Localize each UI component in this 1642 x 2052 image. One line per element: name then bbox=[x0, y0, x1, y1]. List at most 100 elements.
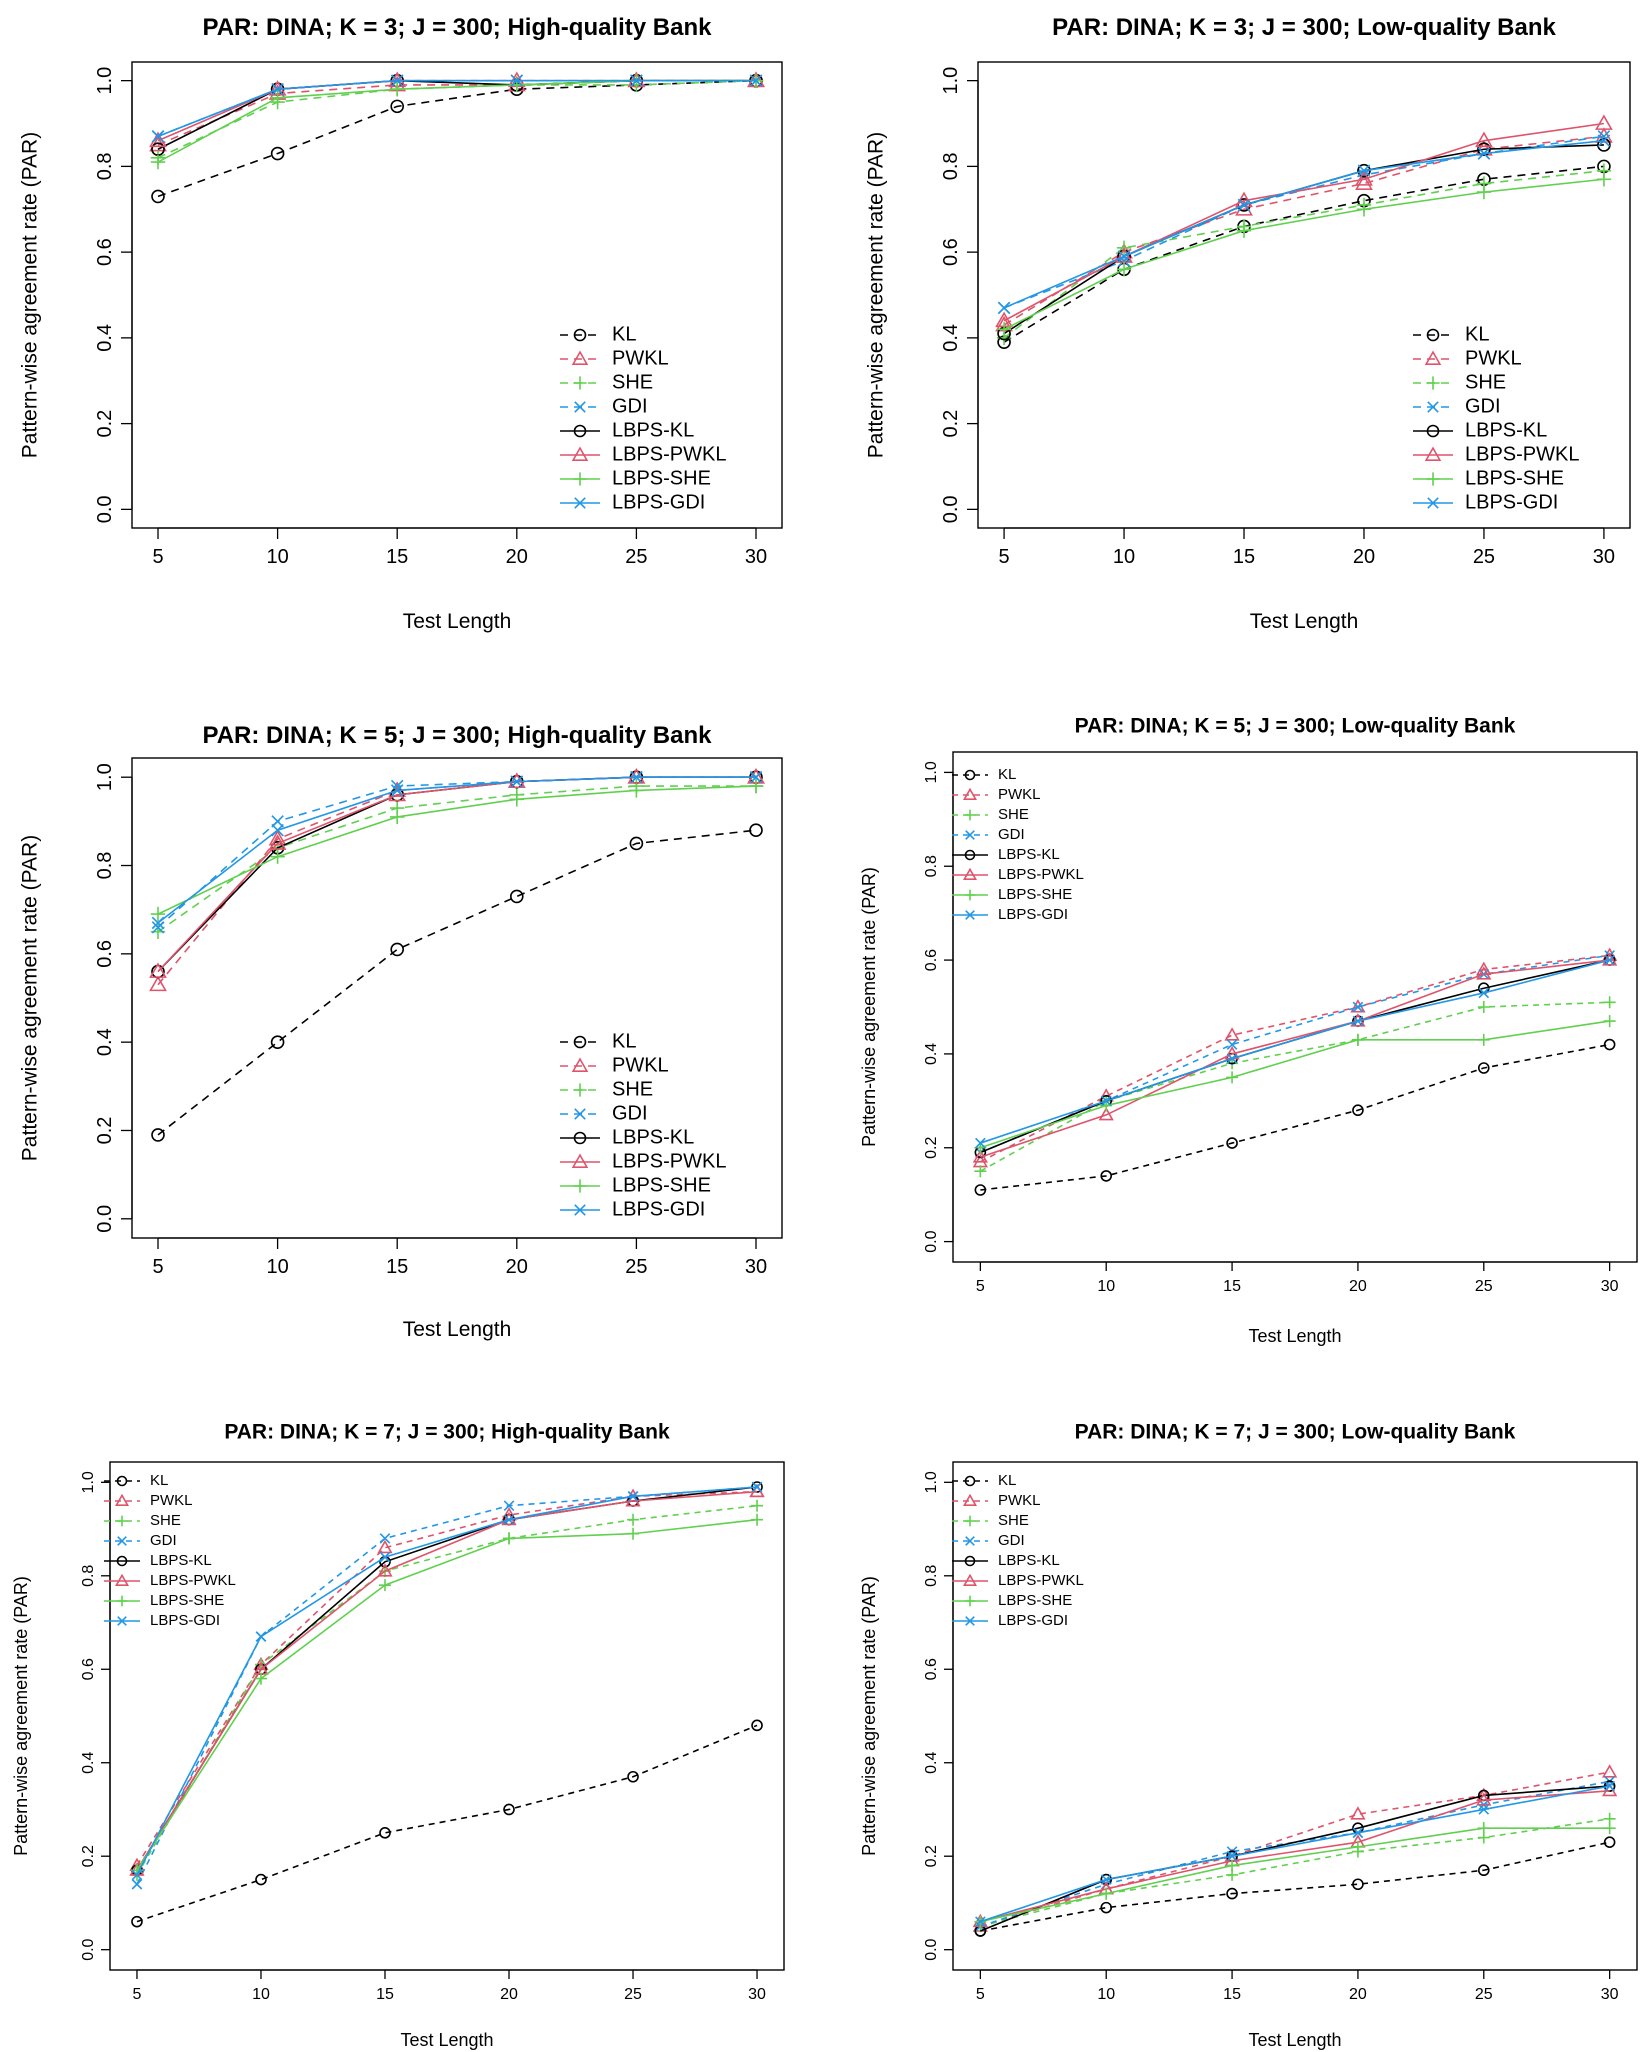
legend-label: LBPS-SHE bbox=[150, 1592, 224, 1609]
data-point bbox=[629, 836, 644, 851]
data-point bbox=[1477, 1001, 1490, 1013]
chart-panel-6: PAR: DINA; K = 7; J = 300; Low-quality B… bbox=[859, 1420, 1638, 2050]
data-point bbox=[1357, 164, 1371, 177]
data-point bbox=[1100, 1170, 1113, 1182]
legend-marker bbox=[117, 1536, 127, 1546]
x-tick-label: 20 bbox=[500, 1986, 518, 2003]
data-point bbox=[1226, 1850, 1238, 1862]
chart-title: PAR: DINA; K = 5; J = 300; High-quality … bbox=[203, 722, 713, 749]
series-lbps-kl bbox=[131, 1481, 763, 1877]
data-point bbox=[1117, 250, 1131, 263]
legend-label: KL bbox=[998, 1472, 1016, 1489]
y-tick-label: 0.0 bbox=[94, 495, 116, 523]
series-lbps-gdi bbox=[975, 954, 1615, 1149]
legend-item: LBPS-KL bbox=[952, 846, 1060, 863]
series-lbps-she bbox=[974, 1822, 1616, 1928]
legend-label: LBPS-GDI bbox=[998, 1612, 1068, 1629]
data-point bbox=[1603, 1836, 1616, 1848]
data-point bbox=[1603, 1038, 1616, 1051]
legend-item: LBPS-PWKL bbox=[952, 1572, 1084, 1589]
legend-item: SHE bbox=[1413, 371, 1506, 393]
data-point bbox=[151, 189, 165, 204]
legend-label: LBPS-GDI bbox=[612, 491, 705, 513]
series-line bbox=[1003, 178, 1605, 331]
chart-panel-4: PAR: DINA; K = 5; J = 300; Low-quality B… bbox=[859, 714, 1638, 1346]
legend-label: GDI bbox=[998, 1532, 1025, 1549]
legend-marker bbox=[574, 1204, 586, 1216]
series-lbps-pwkl bbox=[149, 71, 765, 148]
data-point bbox=[503, 1514, 515, 1526]
data-point bbox=[1236, 223, 1252, 238]
x-axis-title: Test Length bbox=[1248, 2030, 1341, 2050]
data-point bbox=[1596, 172, 1612, 187]
x-tick-label: 20 bbox=[506, 1256, 528, 1278]
plot-frame bbox=[952, 1461, 1638, 1971]
series-gdi bbox=[975, 1776, 1615, 1932]
x-tick-label: 30 bbox=[1601, 1986, 1619, 2003]
series-she bbox=[150, 778, 764, 939]
data-point bbox=[1100, 1901, 1113, 1914]
legend-label: LBPS-GDI bbox=[612, 1198, 705, 1220]
y-tick-label: 0.4 bbox=[94, 1028, 116, 1056]
legend-marker bbox=[574, 401, 586, 413]
data-point bbox=[1603, 996, 1616, 1009]
legend-label: LBPS-PWKL bbox=[150, 1572, 236, 1589]
legend-label: LBPS-SHE bbox=[612, 1174, 711, 1196]
data-point bbox=[1226, 1053, 1238, 1064]
x-tick-label: 25 bbox=[625, 546, 647, 568]
data-point bbox=[151, 1128, 165, 1142]
data-point bbox=[1595, 127, 1613, 143]
data-point bbox=[268, 834, 287, 850]
data-point bbox=[151, 921, 165, 934]
series-line bbox=[157, 79, 756, 138]
legend-marker bbox=[116, 1595, 128, 1607]
series-line bbox=[980, 1785, 1610, 1932]
legend-label: LBPS-SHE bbox=[998, 1592, 1072, 1609]
x-tick-label: 10 bbox=[1097, 1986, 1115, 2003]
data-point bbox=[1355, 174, 1373, 190]
series-line bbox=[1003, 144, 1604, 335]
data-point bbox=[1351, 1033, 1364, 1046]
legend: KL PWKL SHE GDI LBPS-KL LBPS-PWKL LBPS-SHE LBPS… bbox=[952, 766, 1084, 923]
data-point bbox=[975, 1137, 986, 1149]
data-point bbox=[390, 74, 404, 87]
legend-label: LBPS-KL bbox=[612, 1126, 694, 1148]
legend-marker bbox=[1427, 497, 1439, 509]
data-point bbox=[1350, 1806, 1366, 1820]
series-line bbox=[157, 79, 756, 163]
x-axis-title: Test Length bbox=[403, 1318, 512, 1341]
series-line bbox=[157, 79, 756, 138]
legend-item: GDI bbox=[952, 1532, 1025, 1549]
legend-label: PWKL bbox=[612, 1054, 669, 1076]
x-tick-label: 5 bbox=[999, 546, 1010, 568]
y-tick-label: 0.8 bbox=[923, 1565, 940, 1587]
chart-panel-2: PAR: DINA; K = 3; J = 300; Low-quality B… bbox=[864, 14, 1631, 633]
legend-label: LBPS-PWKL bbox=[998, 1572, 1084, 1589]
legend-item: SHE bbox=[952, 806, 1029, 823]
legend-marker bbox=[964, 889, 976, 901]
data-point bbox=[271, 815, 284, 828]
legend-label: SHE bbox=[998, 806, 1029, 823]
legend-item: LBPS-GDI bbox=[560, 491, 705, 513]
x-tick-label: 15 bbox=[1223, 1278, 1241, 1295]
data-point bbox=[1357, 163, 1371, 178]
series-kl bbox=[974, 1038, 1616, 1196]
legend-label: LBPS-PWKL bbox=[998, 866, 1084, 883]
chart-title: PAR: DINA; K = 3; J = 300; Low-quality B… bbox=[1052, 14, 1556, 41]
series-pwkl bbox=[995, 127, 1613, 332]
series-she bbox=[130, 1499, 764, 1881]
series-lbps-gdi bbox=[131, 1481, 763, 1881]
y-tick-label: 0.4 bbox=[80, 1752, 97, 1774]
x-tick-label: 25 bbox=[624, 1986, 642, 2003]
x-tick-label: 20 bbox=[506, 546, 528, 568]
legend-marker bbox=[964, 1475, 976, 1487]
legend-marker bbox=[1426, 424, 1440, 438]
series-lbps-gdi bbox=[975, 1780, 1615, 1927]
series-line bbox=[136, 1486, 758, 1876]
x-tick-label: 15 bbox=[386, 1256, 408, 1278]
data-point bbox=[377, 1539, 393, 1554]
y-tick-label: 0.4 bbox=[923, 1752, 940, 1774]
legend-item: SHE bbox=[560, 1078, 653, 1100]
legend-marker bbox=[573, 1083, 587, 1097]
series-lbps-kl bbox=[151, 770, 763, 979]
